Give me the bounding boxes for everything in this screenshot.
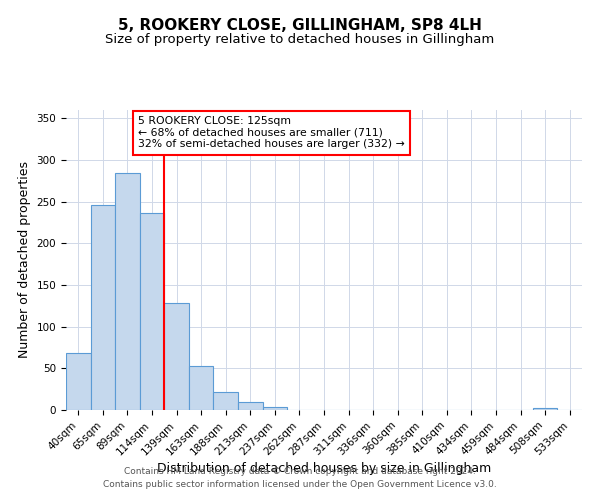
Bar (214, 392, 238, 410)
Bar (91, 205, 115, 410)
Bar (140, 214, 164, 410)
Bar (115, 174, 140, 410)
Y-axis label: Number of detached properties: Number of detached properties (18, 162, 31, 358)
X-axis label: Distribution of detached houses by size in Gillingham: Distribution of detached houses by size … (157, 462, 491, 475)
Text: Contains HM Land Registry data © Crown copyright and database right 2024.: Contains HM Land Registry data © Crown c… (124, 467, 476, 476)
Bar (533, 408, 557, 410)
Bar (263, 406, 287, 410)
Text: 5, ROOKERY CLOSE, GILLINGHAM, SP8 4LH: 5, ROOKERY CLOSE, GILLINGHAM, SP8 4LH (118, 18, 482, 32)
Text: Size of property relative to detached houses in Gillingham: Size of property relative to detached ho… (106, 32, 494, 46)
Text: Contains public sector information licensed under the Open Government Licence v3: Contains public sector information licen… (103, 480, 497, 489)
Bar (164, 302, 189, 410)
Text: 5 ROOKERY CLOSE: 125sqm
← 68% of detached houses are smaller (711)
32% of semi-d: 5 ROOKERY CLOSE: 125sqm ← 68% of detache… (138, 116, 405, 149)
Bar (189, 366, 214, 410)
Bar (66, 354, 91, 410)
Bar (238, 402, 263, 410)
